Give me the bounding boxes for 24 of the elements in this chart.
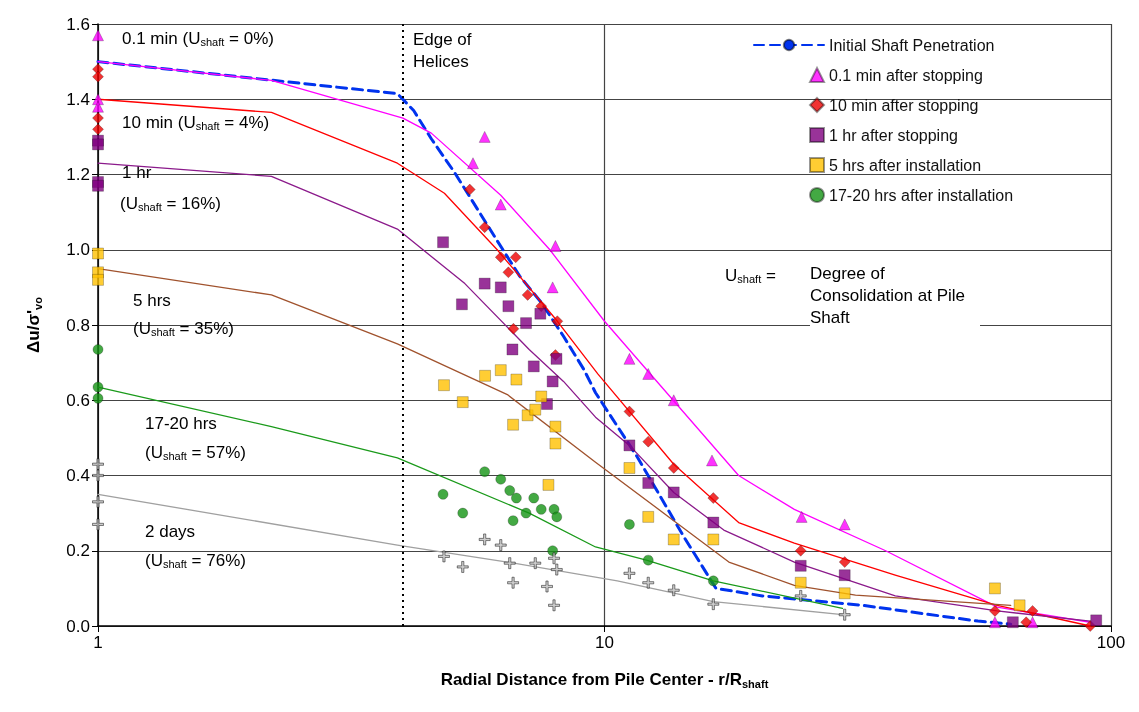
y-axis-title: Δu/σ'vo [23, 296, 44, 353]
y-tick-label: 0.4 [66, 466, 90, 485]
y-tick-label: 0.6 [66, 390, 90, 410]
legend-label: Initial Shaft Penetration [829, 36, 995, 54]
legend-label: 0.1 min after stopping [829, 66, 983, 84]
y-tick-label: 1.4 [66, 89, 90, 109]
y-tick-label: 0.0 [66, 616, 90, 636]
legend-label: 5 hrs after installation [829, 156, 982, 174]
y-tick-label: 0.8 [66, 315, 90, 335]
x-tick-label: 100 [1096, 633, 1126, 652]
legend-label: 1 hr after stopping [829, 126, 958, 144]
y-tick-label: 1.6 [66, 14, 90, 34]
annotation: 2 days [145, 521, 196, 541]
x-tick-label: 10 [595, 633, 614, 652]
annotation: Degree of Consolidation at Pile Shaft [810, 263, 970, 327]
legend-label: 10 min after stopping [829, 96, 979, 114]
ref-line-label: Edge of Helices [412, 29, 477, 71]
y-tick-label: 0.2 [66, 541, 90, 561]
x-tick-label: 1 [93, 633, 103, 652]
legend-label: 17-20 hrs after installation [829, 186, 1014, 204]
y-tick-label: 1.0 [66, 240, 90, 260]
y-tick-label: 1.2 [66, 165, 90, 184]
annotation: 17-20 hrs [145, 413, 217, 433]
annotation: 5 hrs [133, 290, 171, 310]
